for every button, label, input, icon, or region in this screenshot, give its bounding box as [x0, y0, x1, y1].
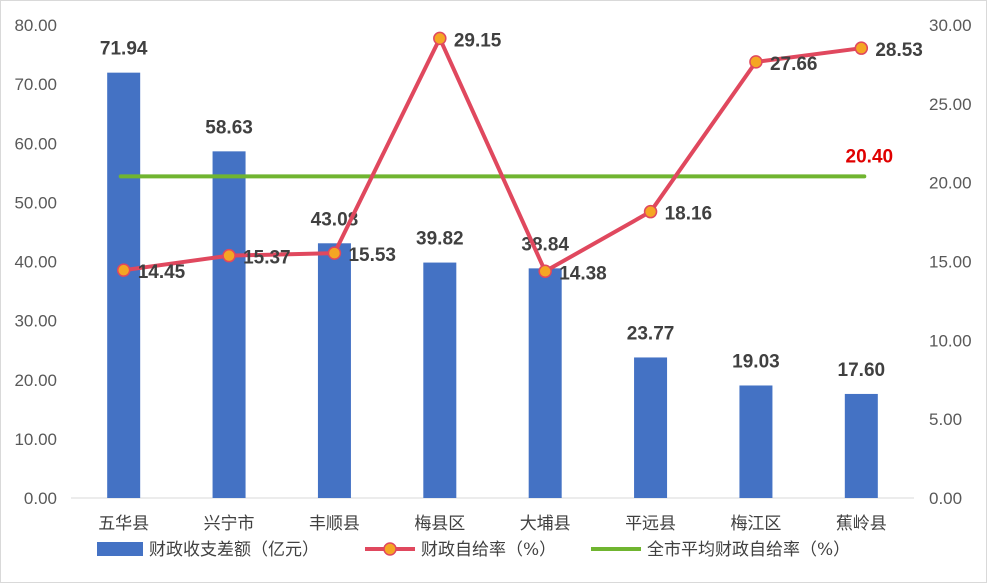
bar-1: [212, 151, 246, 498]
left-axis-tick-label: 20.00: [14, 371, 57, 390]
rate-marker-2: [327, 246, 342, 260]
rate-data-label: 14.45: [138, 262, 186, 283]
legend-bar-label: 财政收支差额（亿元）: [149, 540, 319, 560]
rate-marker-4: [538, 264, 552, 279]
rate-marker-5: [643, 204, 658, 219]
left-axis-tick-label: 60.00: [14, 134, 57, 153]
right-axis-tick-label: 25.00: [929, 95, 972, 114]
bar-7: [844, 393, 878, 498]
bar-3: [423, 262, 457, 498]
left-axis-tick-label: 10.00: [14, 430, 57, 449]
left-axis-tick-label: 50.00: [14, 193, 57, 212]
rate-marker-1: [222, 248, 236, 263]
rate-line: [123, 36, 862, 274]
average-rate-label: 20.40: [846, 146, 894, 167]
bar-data-label: 38.84: [521, 234, 569, 255]
legend-average-label: 全市平均财政自给率（%）: [647, 540, 850, 560]
left-axis-tick-label: 70.00: [14, 75, 57, 94]
right-axis-tick-label: 5.00: [929, 410, 962, 429]
bar-data-label: 58.63: [205, 117, 253, 138]
rate-data-label: 28.53: [875, 40, 923, 61]
bar-2: [317, 243, 351, 498]
category-label: 五华县: [98, 514, 149, 534]
category-label: 梅县区: [414, 514, 465, 534]
bar-0: [107, 72, 141, 498]
category-label: 丰顺县: [309, 514, 360, 534]
bar-data-label: 17.60: [838, 360, 886, 381]
rate-marker-6: [749, 55, 763, 69]
rate-data-label: 15.53: [348, 245, 396, 266]
right-axis-tick-label: 0.00: [929, 489, 962, 508]
rate-marker-7: [854, 41, 869, 55]
right-axis-tick-label: 30.00: [929, 16, 972, 35]
left-axis-tick-label: 40.00: [14, 253, 57, 272]
right-axis-tick-label: 20.00: [929, 174, 972, 193]
legend-bar-swatch: [97, 542, 143, 556]
bar-5: [634, 357, 668, 498]
left-axis-tick-label: 80.00: [14, 16, 57, 35]
legend-rate-label: 财政自给率（%）: [421, 540, 556, 560]
right-axis-tick-label: 15.00: [929, 253, 972, 272]
bar-6: [739, 385, 773, 498]
rate-marker-3: [433, 31, 447, 46]
rate-data-label: 15.37: [243, 248, 291, 269]
right-axis-tick-label: 10.00: [929, 331, 972, 350]
bar-data-label: 23.77: [627, 323, 675, 344]
category-label: 蕉岭县: [836, 514, 887, 534]
rate-data-label: 18.16: [665, 204, 713, 225]
rate-marker-0: [116, 263, 131, 277]
category-label: 兴宁市: [204, 514, 255, 534]
category-label: 平远县: [625, 514, 676, 534]
category-label: 梅江区: [730, 514, 781, 534]
rate-data-label: 14.38: [559, 263, 607, 284]
bar-data-label: 71.94: [100, 39, 148, 60]
bar-data-label: 19.03: [732, 351, 780, 372]
bar-4: [528, 268, 562, 498]
rate-data-label: 27.66: [770, 54, 818, 75]
category-label: 大埔县: [520, 514, 571, 534]
legend-rate-swatch-marker: [383, 542, 397, 556]
bar-data-label: 39.82: [416, 229, 464, 250]
rate-data-label: 29.15: [454, 30, 502, 51]
left-axis-tick-label: 30.00: [14, 312, 57, 331]
left-axis-tick-label: 0.00: [24, 489, 57, 508]
